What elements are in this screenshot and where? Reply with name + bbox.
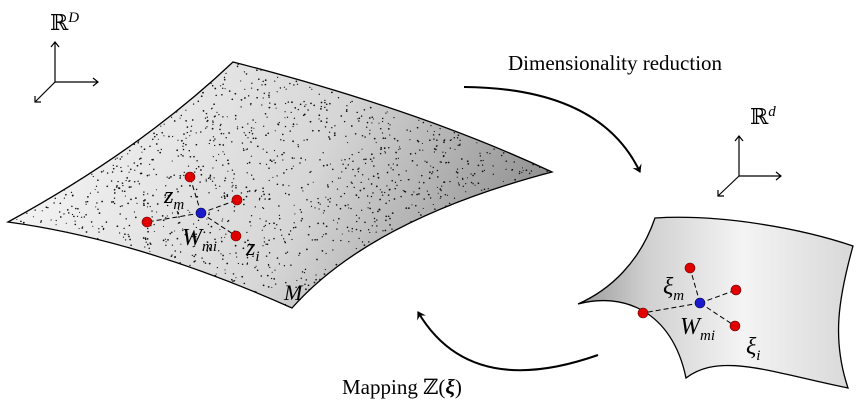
high-dim-neighborhood-links: [146, 176, 238, 237]
low-dim-sample-point: [730, 284, 742, 296]
low-dim-neighbor-label: ξm: [663, 274, 684, 304]
high-dim-neighbor-label: zm: [163, 183, 184, 213]
low-dim-neighborhood-links: [642, 267, 737, 327]
low-dim-center-point: [694, 297, 706, 309]
low-dim-weight-label: Wmi: [680, 314, 715, 344]
low-dim-manifold: [577, 216, 854, 389]
dimensionality-reduction-label: Dimensionality reduction: [508, 51, 723, 75]
manifold-surface: [5, 61, 554, 309]
low-dim-space-label: ℝd: [750, 104, 776, 129]
high-dim-space-label: ℝD: [50, 10, 79, 35]
high-dim-sample-point: [230, 230, 242, 242]
mapping-label: Mapping ℤ(ξ): [342, 375, 462, 399]
high-dim-point-label: zi: [245, 235, 260, 265]
high-dim-weight-label: Wmi: [182, 225, 217, 255]
mapping-arrow: [417, 311, 599, 372]
high-dim-manifold: [5, 61, 554, 309]
low-dim-sample-point: [637, 307, 649, 319]
low-dim-axes: [717, 135, 782, 197]
high-dim-center-point: [195, 207, 207, 219]
high-dim-axes: [34, 41, 99, 103]
low-dim-point-label: ξi: [746, 334, 760, 364]
high-dim-sample-point: [184, 171, 196, 183]
manifold-label: M: [283, 280, 304, 305]
low-dim-sample-point: [729, 320, 741, 332]
high-dim-sample-point: [141, 216, 153, 228]
dimensionality-reduction-arrow: [463, 86, 642, 173]
high-dim-sample-point: [231, 194, 243, 206]
low-dim-sample-point: [684, 262, 696, 274]
